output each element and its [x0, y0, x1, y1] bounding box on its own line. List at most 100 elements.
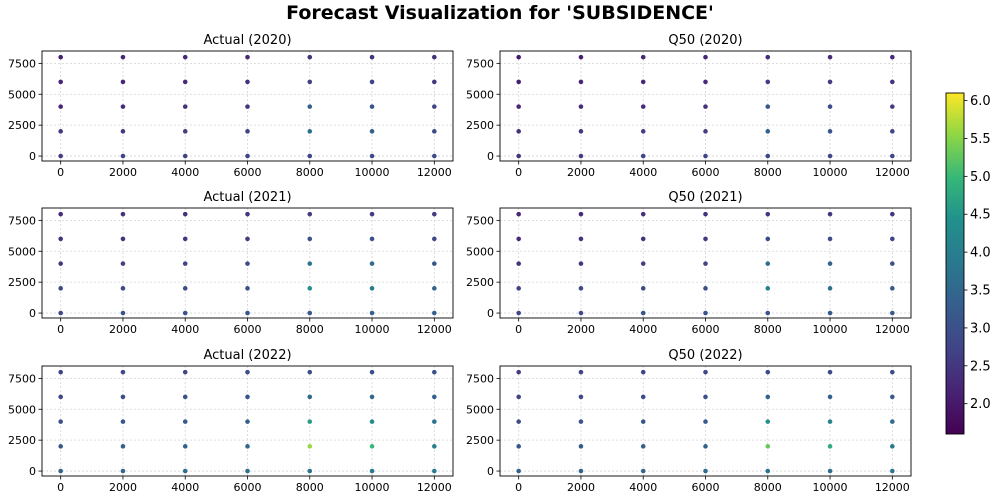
scatter-point — [765, 286, 771, 291]
x-tick-label: 0 — [515, 166, 522, 179]
scatter-point — [516, 104, 521, 109]
scatter-point — [890, 286, 895, 291]
scatter-point — [890, 54, 895, 60]
scatter-point — [703, 310, 708, 316]
subplots-grid: Actual (2020) 0 2000 4000 6000 8000 10000 12000… — [8, 33, 912, 494]
scatter-point — [703, 236, 708, 242]
scatter-point — [578, 419, 584, 424]
scatter-point — [58, 286, 63, 291]
scatter-point — [120, 444, 126, 449]
scatter-point — [578, 153, 584, 159]
scatter-point — [578, 129, 584, 134]
x-tick-label: 6000 — [692, 481, 720, 494]
y-tick-label: 0 — [487, 307, 494, 320]
scatter-point — [765, 394, 771, 400]
scatter-point — [369, 468, 375, 474]
scatter-point — [765, 369, 771, 375]
colorbar-tick-label: 4.0 — [970, 246, 991, 261]
scatter-point — [827, 129, 833, 134]
scatter-point — [245, 444, 250, 449]
scatter-point — [703, 286, 708, 291]
subplot-1: Q50 (2020) 0 2000 4000 6000 8000 10000 12000 0 25… — [466, 33, 912, 179]
scatter-point — [307, 79, 313, 85]
scatter-point — [640, 369, 646, 375]
y-tick-label: 2500 — [466, 119, 494, 132]
scatter-point — [516, 261, 521, 266]
scatter-point — [120, 79, 126, 85]
scatter-point — [640, 394, 646, 400]
scatter-point — [578, 104, 584, 109]
x-tick-label: 4000 — [171, 166, 199, 179]
y-tick-label: 7500 — [466, 214, 494, 227]
x-tick-label: 2000 — [567, 323, 595, 336]
scatter-point — [640, 153, 646, 159]
scatter-point — [245, 129, 250, 134]
colorbar: 2.0 2.5 3.0 3.5 4.0 4.5 5.0 5.5 6.0 — [945, 92, 991, 435]
scatter-point — [640, 468, 646, 474]
x-tick-label: 0 — [57, 323, 64, 336]
colorbar-frame — [945, 92, 965, 435]
scatter-point — [245, 153, 250, 159]
x-tick-label: 2000 — [109, 166, 137, 179]
scatter-point — [58, 54, 63, 60]
scatter-point — [516, 236, 521, 242]
scatter-point — [890, 419, 895, 424]
x-tick-label: 8000 — [296, 166, 324, 179]
scatter-point — [432, 261, 437, 266]
scatter-point — [516, 54, 521, 60]
scatter-point — [307, 394, 313, 400]
subplot-5: Q50 (2022) 0 2000 4000 6000 8000 10000 12000 0 25… — [466, 348, 912, 494]
x-tick-label: 10000 — [355, 481, 390, 494]
scatter-point — [827, 54, 833, 60]
scatter-point — [432, 54, 437, 60]
scatter-point — [890, 104, 895, 109]
scatter-point — [307, 153, 313, 159]
scatter-point — [307, 236, 313, 242]
x-tick-label: 8000 — [754, 481, 782, 494]
y-tick-label: 7500 — [466, 372, 494, 385]
x-tick-label: 12000 — [417, 323, 452, 336]
scatter-point — [640, 79, 646, 85]
y-tick-label: 5000 — [466, 403, 494, 416]
scatter-point — [58, 129, 63, 134]
scatter-point — [640, 261, 646, 266]
y-tick-label: 2500 — [466, 434, 494, 447]
scatter-point — [369, 54, 375, 60]
y-tick-label: 0 — [487, 465, 494, 478]
scatter-point — [432, 369, 437, 375]
scatter-point — [765, 54, 771, 60]
scatter-point — [703, 79, 708, 85]
y-tick-label: 0 — [29, 307, 36, 320]
scatter-point — [703, 419, 708, 424]
scatter-point — [58, 369, 63, 375]
y-tick-label: 5000 — [8, 88, 36, 101]
scatter-point — [182, 153, 188, 159]
scatter-point — [703, 211, 708, 217]
y-tick-label: 7500 — [8, 214, 36, 227]
scatter-point — [307, 468, 313, 474]
scatter-point — [245, 286, 250, 291]
subplot-title: Q50 (2022) — [668, 348, 742, 363]
scatter-point — [827, 286, 833, 291]
scatter-point — [307, 261, 313, 266]
scatter-point — [182, 419, 188, 424]
x-tick-label: 12000 — [417, 481, 452, 494]
scatter-point — [703, 468, 708, 474]
scatter-point — [369, 236, 375, 242]
scatter-point — [516, 394, 521, 400]
figure-title: Forecast Visualization for 'SUBSIDENCE' — [286, 2, 714, 24]
scatter-point — [827, 79, 833, 85]
x-tick-label: 12000 — [417, 166, 452, 179]
x-tick-label: 8000 — [754, 166, 782, 179]
scatter-point — [432, 419, 437, 424]
x-tick-label: 8000 — [296, 481, 324, 494]
scatter-point — [827, 236, 833, 242]
scatter-point — [827, 310, 833, 316]
scatter-point — [765, 236, 771, 242]
x-tick-label: 4000 — [629, 323, 657, 336]
scatter-point — [827, 394, 833, 400]
scatter-point — [369, 419, 375, 424]
x-tick-label: 0 — [57, 481, 64, 494]
scatter-point — [640, 54, 646, 60]
scatter-point — [640, 211, 646, 217]
